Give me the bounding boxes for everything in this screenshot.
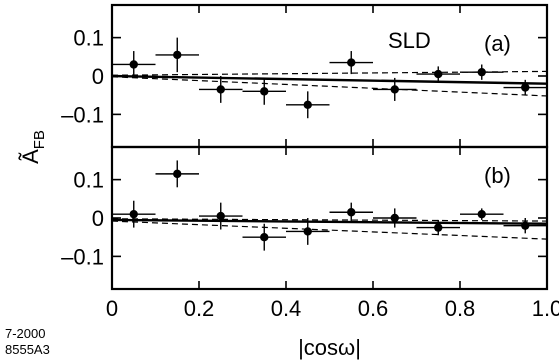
y-tick-label: 0.1 — [73, 26, 104, 51]
y-tick-label: –0.1 — [61, 102, 104, 127]
x-axis-ticks: 0 0.2 0.4 0.6 0.8 1.0 — [106, 296, 559, 321]
data-point — [503, 79, 547, 96]
x-tick-label: 0.8 — [445, 296, 476, 321]
svg-text:ÃFB: ÃFB — [18, 130, 48, 164]
panel-b-frame — [110, 145, 549, 291]
data-point — [112, 200, 156, 228]
data-marker — [216, 85, 225, 94]
x-tick-label: 0.2 — [184, 296, 215, 321]
panel-b-label: (b) — [484, 163, 511, 188]
data-marker — [173, 50, 182, 60]
x-tick-label: 0.6 — [358, 296, 389, 321]
data-point — [460, 64, 504, 80]
figure-code-line-1: 7-2000 — [5, 326, 45, 341]
y-axis-label: ÃFB — [18, 130, 48, 164]
data-point — [416, 66, 460, 82]
data-marker — [216, 211, 225, 221]
data-marker — [434, 223, 443, 232]
data-point — [199, 202, 243, 230]
error-band-lower — [111, 220, 548, 240]
data-marker — [129, 60, 138, 69]
data-point — [155, 37, 199, 73]
fit-line — [111, 74, 548, 85]
data-point — [155, 160, 199, 188]
data-point — [112, 51, 156, 78]
x-tick-label: 0 — [106, 296, 118, 321]
y-tick-label: –0.1 — [61, 244, 104, 269]
data-point — [329, 51, 373, 75]
data-marker — [303, 227, 312, 236]
data-marker — [260, 87, 269, 96]
data-marker — [434, 69, 443, 79]
data-point — [416, 219, 460, 236]
y-axis-label-main: Ã — [18, 149, 43, 164]
figure-code-line-2: 8555A3 — [5, 342, 50, 357]
data-point — [242, 223, 286, 251]
data-point — [199, 76, 243, 103]
data-point — [373, 208, 417, 228]
data-marker — [129, 209, 138, 219]
data-marker — [260, 232, 269, 242]
y-tick-label: 0 — [92, 64, 104, 89]
data-point — [460, 208, 504, 220]
data-point — [242, 77, 286, 105]
x-axis-label: |cosω| — [298, 335, 361, 360]
panel-a-label: (a) — [484, 31, 511, 56]
data-marker — [477, 209, 486, 219]
x-tick-label: 1.0 — [532, 296, 559, 321]
data-marker — [521, 221, 530, 230]
y-tick-label: 0 — [92, 206, 104, 231]
data-marker — [173, 169, 182, 179]
data-point — [286, 218, 330, 245]
data-marker — [390, 213, 399, 223]
error-band-lower — [111, 76, 548, 97]
data-marker — [347, 208, 356, 217]
data-point — [329, 202, 373, 222]
data-marker — [390, 85, 399, 94]
experiment-label: SLD — [388, 28, 431, 53]
y-axis-label-subscript: FB — [31, 130, 48, 149]
data-point — [503, 218, 547, 234]
error-band-upper — [111, 218, 548, 222]
data-point — [286, 91, 330, 119]
data-marker — [303, 100, 312, 109]
fit-line — [111, 218, 548, 225]
data-marker — [521, 83, 530, 92]
y-tick-label: 0.1 — [73, 168, 104, 193]
panel-a: 0.1 0 –0.1 SLD (a) — [61, 3, 549, 149]
data-point — [373, 77, 417, 101]
data-marker — [347, 58, 356, 67]
panel-b: 0.1 0 –0.1 (b) — [61, 145, 549, 291]
x-tick-label: 0.4 — [271, 296, 302, 321]
data-marker — [477, 67, 486, 77]
